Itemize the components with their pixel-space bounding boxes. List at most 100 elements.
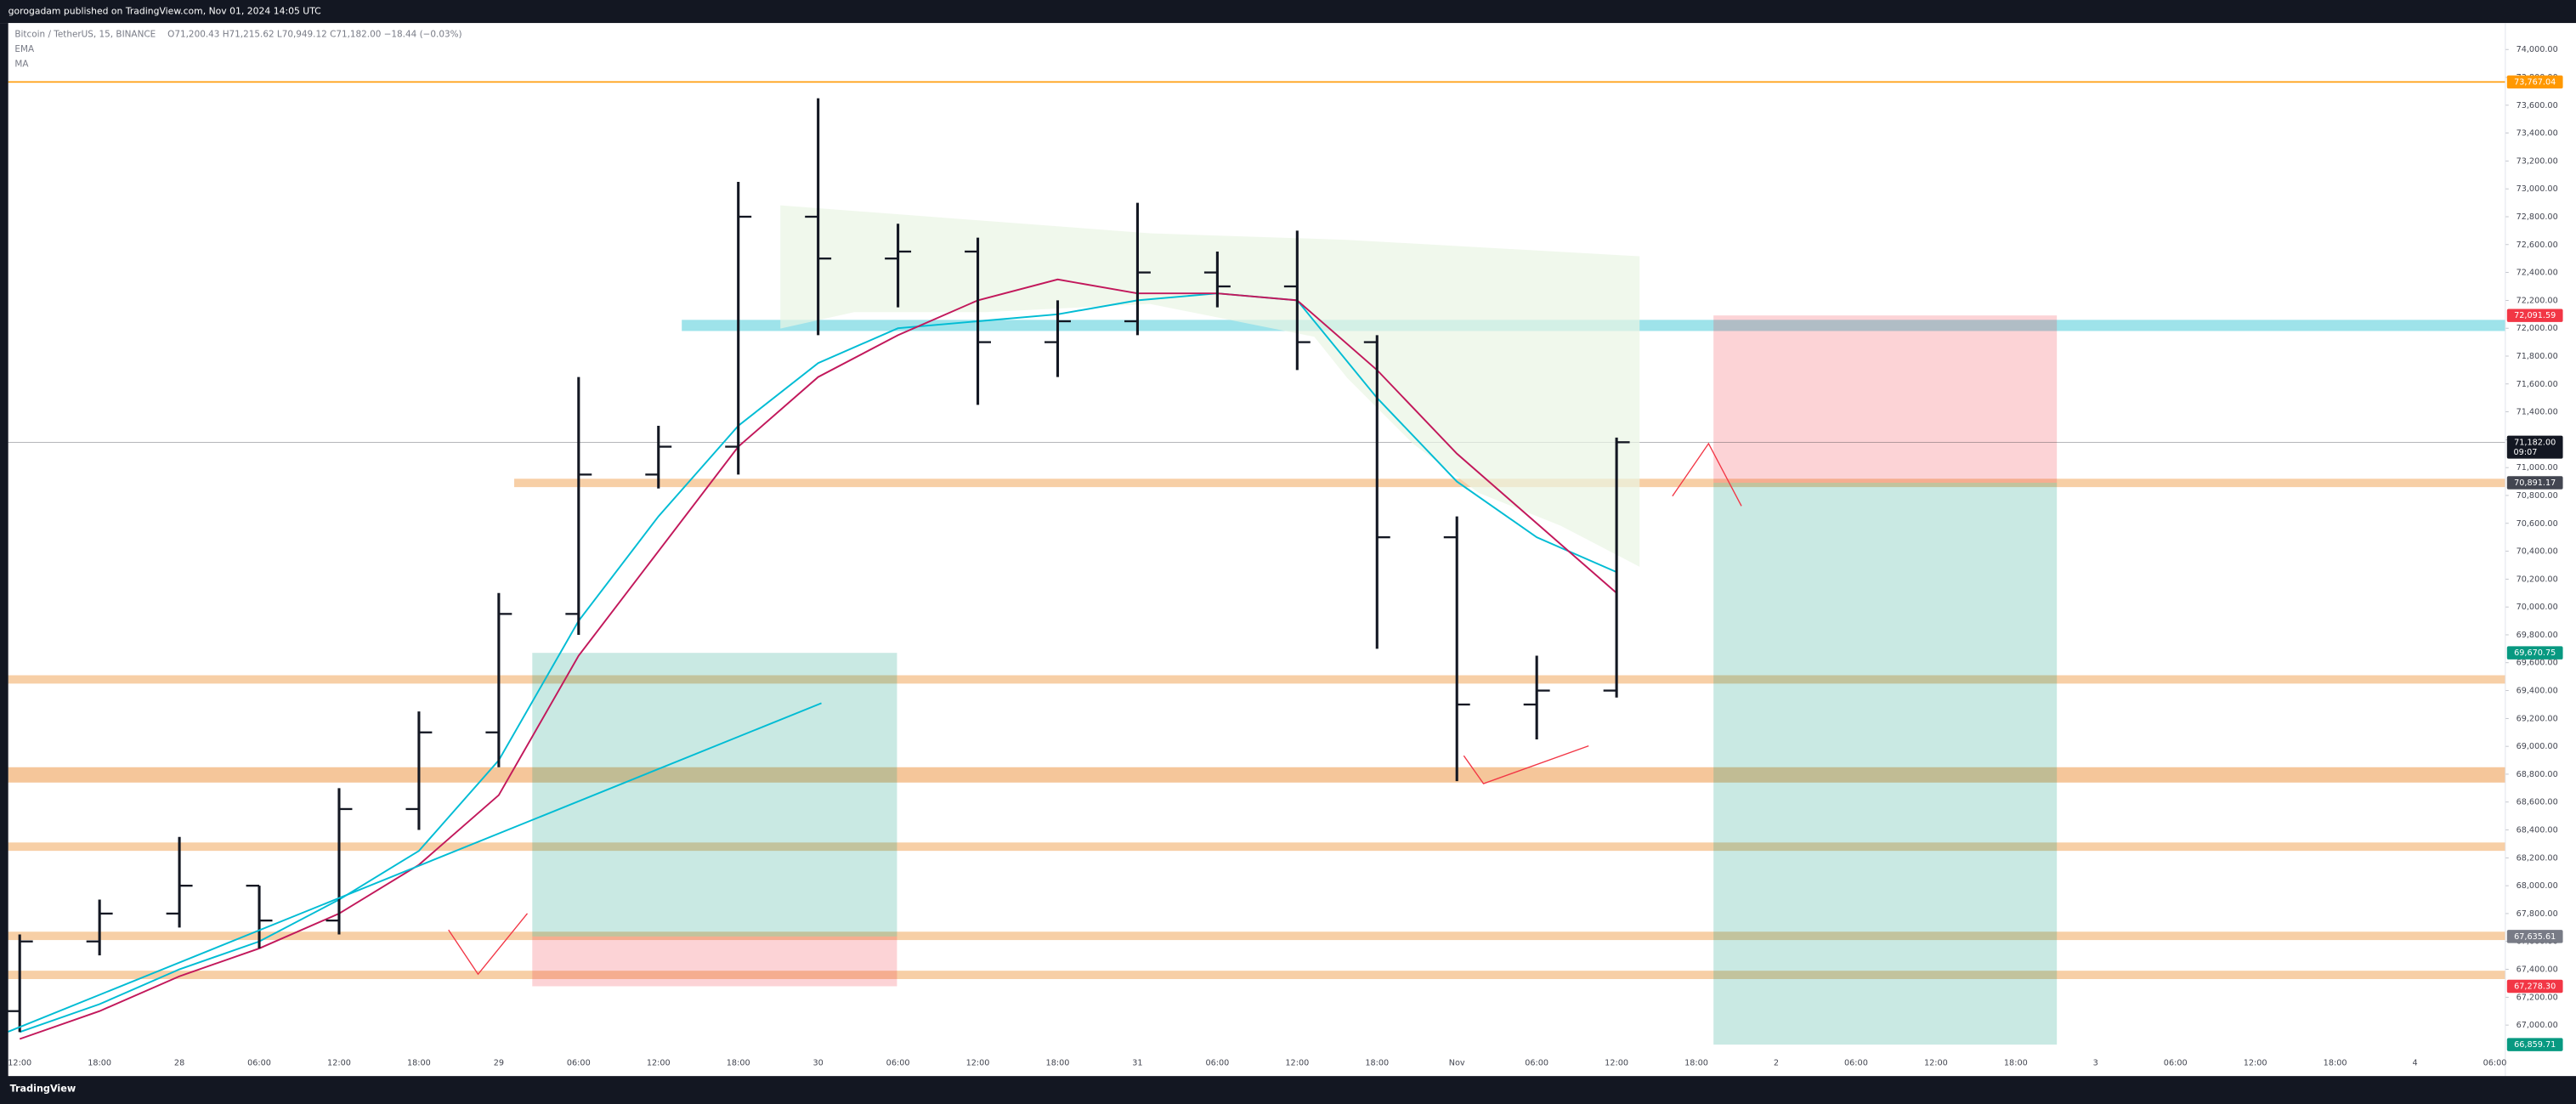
- y-tick-label: 70,600.00: [2517, 519, 2558, 529]
- zone: [8, 931, 2505, 941]
- y-tick-label: 69,800.00: [2517, 631, 2558, 640]
- x-tick-label: 06:00: [567, 1059, 591, 1068]
- stop-zone: [532, 936, 897, 987]
- y-tick-label: 71,000.00: [2517, 463, 2558, 473]
- x-tick-label: 18:00: [1684, 1059, 1708, 1068]
- x-tick-label: 18:00: [2004, 1059, 2028, 1068]
- price-tag-label: 67,278.30: [2514, 982, 2556, 991]
- price-tag: [2506, 309, 2563, 322]
- y-tick-label: 68,600.00: [2517, 798, 2558, 807]
- x-tick-label: 06:00: [247, 1059, 271, 1068]
- x-tick-label: 4: [2412, 1059, 2417, 1068]
- price-tag-label: 72,091.59: [2514, 311, 2556, 320]
- y-tick-label: 67,000.00: [2517, 1021, 2558, 1030]
- y-tick-label: 68,800.00: [2517, 770, 2558, 779]
- drawing-arrow: [1672, 442, 1742, 507]
- target-zone: [532, 653, 897, 937]
- y-tick-label: 68,200.00: [2517, 853, 2558, 863]
- y-tick-label: 73,400.00: [2517, 129, 2558, 139]
- price-tag: [2506, 979, 2563, 994]
- x-tick-label: 06:00: [1525, 1059, 1548, 1068]
- y-tick-label: 72,200.00: [2517, 296, 2558, 305]
- price-tag: [2506, 476, 2563, 490]
- brand: TradingView: [10, 1084, 76, 1095]
- price-tag-label: 67,635.61: [2514, 932, 2556, 942]
- x-tick-label: 18:00: [727, 1059, 750, 1068]
- x-tick-label: 06:00: [1844, 1059, 1868, 1068]
- top-bar: [0, 0, 2576, 24]
- x-tick-label: 31: [1132, 1059, 1142, 1068]
- price-tag: [2506, 1038, 2563, 1051]
- y-tick-label: 71,600.00: [2517, 380, 2558, 389]
- x-tick-label: Nov: [1449, 1059, 1465, 1068]
- y-tick-label: 68,400.00: [2517, 826, 2558, 835]
- x-tick-label: 06:00: [886, 1059, 910, 1068]
- price-tag-label: 69,670.75: [2514, 648, 2556, 658]
- zone: [8, 675, 2505, 684]
- x-tick-label: 18:00: [88, 1059, 111, 1068]
- price-tag-label: 73,767.04: [2514, 77, 2556, 87]
- y-tick-label: 73,200.00: [2517, 156, 2558, 166]
- y-tick-label: 70,000.00: [2517, 603, 2558, 612]
- x-tick-label: 12:00: [2244, 1059, 2267, 1068]
- x-tick-label: 28: [174, 1059, 184, 1068]
- symbol: Bitcoin / TetherUS, 15, BINANCE: [14, 30, 156, 40]
- y-tick-label: 70,800.00: [2517, 491, 2558, 501]
- x-tick-label: 18:00: [1365, 1059, 1389, 1068]
- y-tick-label: 67,400.00: [2517, 965, 2558, 975]
- y-tick-label: 72,400.00: [2517, 269, 2558, 278]
- left-border: [0, 23, 8, 1104]
- price-tag-label: 71,182.00: [2514, 438, 2556, 447]
- x-tick-label: 18:00: [1046, 1059, 1070, 1068]
- y-tick-label: 67,800.00: [2517, 909, 2558, 919]
- y-tick-label: 68,000.00: [2517, 881, 2558, 891]
- x-tick-label: 06:00: [1205, 1059, 1229, 1068]
- stop-zone: [1713, 315, 2058, 484]
- price-tag: [2506, 435, 2563, 459]
- x-tick-label: 06:00: [2483, 1059, 2507, 1068]
- x-tick-label: 06:00: [2164, 1059, 2188, 1068]
- x-tick-label: 30: [813, 1059, 824, 1068]
- y-tick-label: 69,000.00: [2517, 742, 2558, 751]
- x-tick-label: 12:00: [1924, 1059, 1948, 1068]
- y-tick-label: 69,600.00: [2517, 659, 2558, 668]
- marks: [6, 98, 1630, 1040]
- y-tick-label: 72,000.00: [2517, 324, 2558, 333]
- zone: [8, 842, 2505, 852]
- zone: [8, 767, 2505, 783]
- publisher: gorogadam published on TradingView.com, …: [8, 6, 321, 17]
- x-tick-label: 12:00: [1605, 1059, 1628, 1068]
- x-tick-label: 18:00: [2324, 1059, 2347, 1068]
- x-tick-label: 18:00: [407, 1059, 431, 1068]
- y-tick-label: 69,400.00: [2517, 687, 2558, 696]
- x-tick-label: 29: [494, 1059, 504, 1068]
- indicator: MA: [14, 59, 29, 69]
- x-tick-label: 2: [1774, 1059, 1779, 1068]
- ohlc-legend: O71,200.43 H71,215.62 L70,949.12 C71,182…: [167, 30, 461, 40]
- zone: [8, 971, 2505, 980]
- indicator: EMA: [14, 44, 35, 54]
- ma-line: [19, 292, 1617, 1033]
- y-tick-label: 72,800.00: [2517, 212, 2558, 222]
- price-tag-label: 70,891.17: [2514, 478, 2556, 488]
- y-tick-label: 70,400.00: [2517, 547, 2558, 557]
- y-tick-label: 70,200.00: [2517, 575, 2558, 584]
- trend-line: [8, 702, 822, 1033]
- y-tick-label: 69,200.00: [2517, 714, 2558, 723]
- x-tick-label: 12:00: [327, 1059, 351, 1068]
- ma-line: [19, 278, 1617, 1040]
- price-tag: [2506, 930, 2563, 943]
- x-tick-label: 3: [2093, 1059, 2098, 1068]
- bottom-bar: [0, 1076, 2576, 1104]
- y-tick-label: 74,000.00: [2517, 45, 2558, 54]
- drawing-arrow: [448, 913, 529, 976]
- drawing-arrow: [1463, 744, 1589, 784]
- x-tick-label: 12:00: [8, 1059, 31, 1068]
- price-tag: [2506, 646, 2563, 660]
- y-tick-label: 73,600.00: [2517, 101, 2558, 110]
- x-tick-label: 12:00: [647, 1059, 671, 1068]
- y-tick-label: 73,000.00: [2517, 184, 2558, 194]
